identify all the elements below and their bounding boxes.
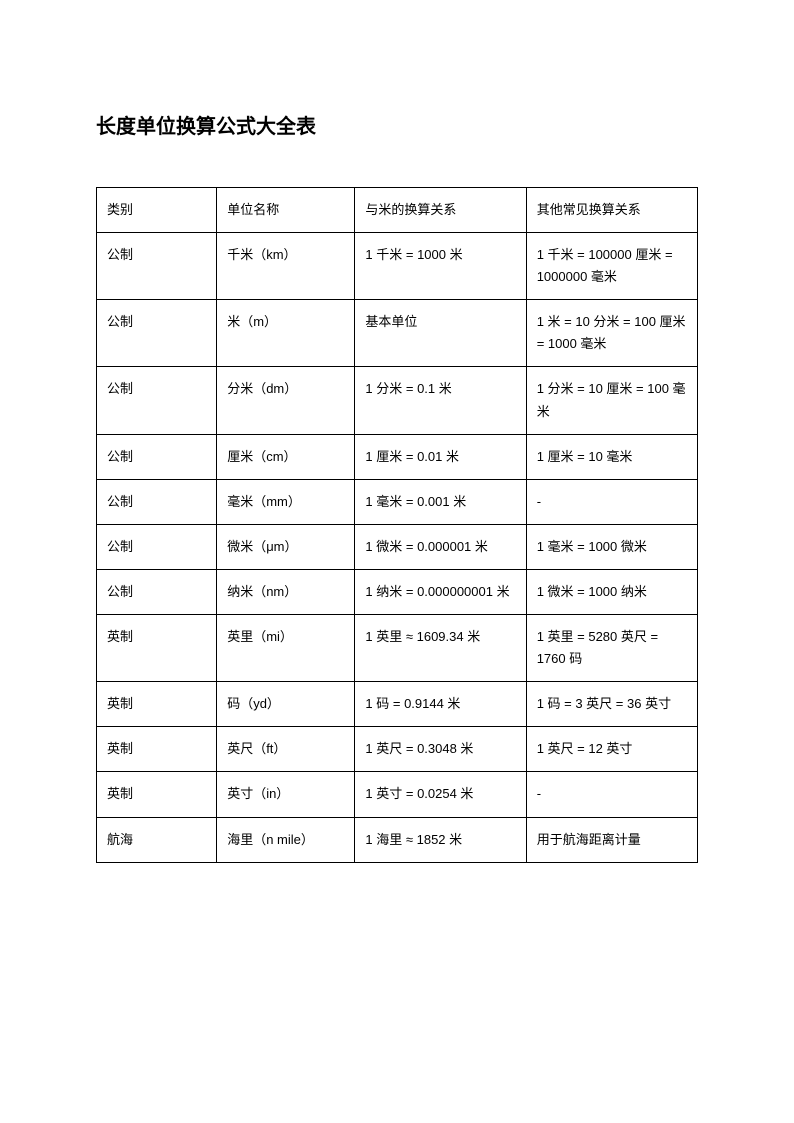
table-cell: 公制 xyxy=(97,300,217,367)
table-cell: 1 分米 = 0.1 米 xyxy=(355,367,526,434)
table-cell: 米（m） xyxy=(217,300,355,367)
table-row: 公制微米（μm）1 微米 = 0.000001 米1 毫米 = 1000 微米 xyxy=(97,524,698,569)
table-cell: 1 毫米 = 1000 微米 xyxy=(526,524,697,569)
table-cell: - xyxy=(526,772,697,817)
page-title: 长度单位换算公式大全表 xyxy=(96,110,698,139)
table-cell: 公制 xyxy=(97,569,217,614)
table-cell: 英尺（ft） xyxy=(217,727,355,772)
table-row: 英制码（yd）1 码 = 0.9144 米1 码 = 3 英尺 = 36 英寸 xyxy=(97,682,698,727)
table-cell: 码（yd） xyxy=(217,682,355,727)
table-cell: 1 英尺 = 0.3048 米 xyxy=(355,727,526,772)
table-cell: 英制 xyxy=(97,615,217,682)
table-cell: 公制 xyxy=(97,367,217,434)
table-cell: 1 纳米 = 0.000000001 米 xyxy=(355,569,526,614)
table-cell: 1 英尺 = 12 英寸 xyxy=(526,727,697,772)
table-cell: 英制 xyxy=(97,727,217,772)
table-cell: 千米（km） xyxy=(217,233,355,300)
table-cell: 公制 xyxy=(97,479,217,524)
table-cell: 1 厘米 = 10 毫米 xyxy=(526,434,697,479)
conversion-table: 类别 单位名称 与米的换算关系 其他常见换算关系 公制千米（km）1 千米 = … xyxy=(96,187,698,863)
table-cell: 毫米（mm） xyxy=(217,479,355,524)
table-cell: 公制 xyxy=(97,524,217,569)
table-cell: 1 分米 = 10 厘米 = 100 毫米 xyxy=(526,367,697,434)
table-cell: 纳米（nm） xyxy=(217,569,355,614)
table-header-row: 类别 单位名称 与米的换算关系 其他常见换算关系 xyxy=(97,188,698,233)
table-cell: 1 微米 = 0.000001 米 xyxy=(355,524,526,569)
table-cell: 1 千米 = 100000 厘米 = 1000000 毫米 xyxy=(526,233,697,300)
table-cell: 1 海里 ≈ 1852 米 xyxy=(355,817,526,862)
table-cell: 厘米（cm） xyxy=(217,434,355,479)
table-row: 公制米（m）基本单位1 米 = 10 分米 = 100 厘米 = 1000 毫米 xyxy=(97,300,698,367)
table-cell: 1 微米 = 1000 纳米 xyxy=(526,569,697,614)
table-row: 英制英里（mi）1 英里 ≈ 1609.34 米1 英里 = 5280 英尺 =… xyxy=(97,615,698,682)
table-cell: 公制 xyxy=(97,233,217,300)
table-header-cell: 与米的换算关系 xyxy=(355,188,526,233)
table-cell: 1 米 = 10 分米 = 100 厘米 = 1000 毫米 xyxy=(526,300,697,367)
table-cell: 1 千米 = 1000 米 xyxy=(355,233,526,300)
table-row: 公制毫米（mm）1 毫米 = 0.001 米- xyxy=(97,479,698,524)
table-cell: 1 英里 ≈ 1609.34 米 xyxy=(355,615,526,682)
table-row: 英制英寸（in）1 英寸 = 0.0254 米- xyxy=(97,772,698,817)
table-row: 公制厘米（cm）1 厘米 = 0.01 米1 厘米 = 10 毫米 xyxy=(97,434,698,479)
table-cell: 公制 xyxy=(97,434,217,479)
table-cell: 1 厘米 = 0.01 米 xyxy=(355,434,526,479)
table-cell: 微米（μm） xyxy=(217,524,355,569)
table-cell: 海里（n mile） xyxy=(217,817,355,862)
table-row: 公制纳米（nm）1 纳米 = 0.000000001 米1 微米 = 1000 … xyxy=(97,569,698,614)
table-header-cell: 其他常见换算关系 xyxy=(526,188,697,233)
table-row: 英制英尺（ft）1 英尺 = 0.3048 米1 英尺 = 12 英寸 xyxy=(97,727,698,772)
table-row: 公制千米（km）1 千米 = 1000 米1 千米 = 100000 厘米 = … xyxy=(97,233,698,300)
table-header-cell: 单位名称 xyxy=(217,188,355,233)
table-cell: 航海 xyxy=(97,817,217,862)
table-cell: - xyxy=(526,479,697,524)
table-row: 公制分米（dm）1 分米 = 0.1 米1 分米 = 10 厘米 = 100 毫… xyxy=(97,367,698,434)
table-cell: 英里（mi） xyxy=(217,615,355,682)
table-row: 航海海里（n mile）1 海里 ≈ 1852 米用于航海距离计量 xyxy=(97,817,698,862)
table-cell: 1 码 = 0.9144 米 xyxy=(355,682,526,727)
table-cell: 1 英里 = 5280 英尺 = 1760 码 xyxy=(526,615,697,682)
table-cell: 英寸（in） xyxy=(217,772,355,817)
table-cell: 1 毫米 = 0.001 米 xyxy=(355,479,526,524)
table-cell: 用于航海距离计量 xyxy=(526,817,697,862)
table-cell: 英制 xyxy=(97,682,217,727)
table-cell: 基本单位 xyxy=(355,300,526,367)
table-cell: 1 英寸 = 0.0254 米 xyxy=(355,772,526,817)
table-header-cell: 类别 xyxy=(97,188,217,233)
table-cell: 分米（dm） xyxy=(217,367,355,434)
table-cell: 1 码 = 3 英尺 = 36 英寸 xyxy=(526,682,697,727)
table-cell: 英制 xyxy=(97,772,217,817)
